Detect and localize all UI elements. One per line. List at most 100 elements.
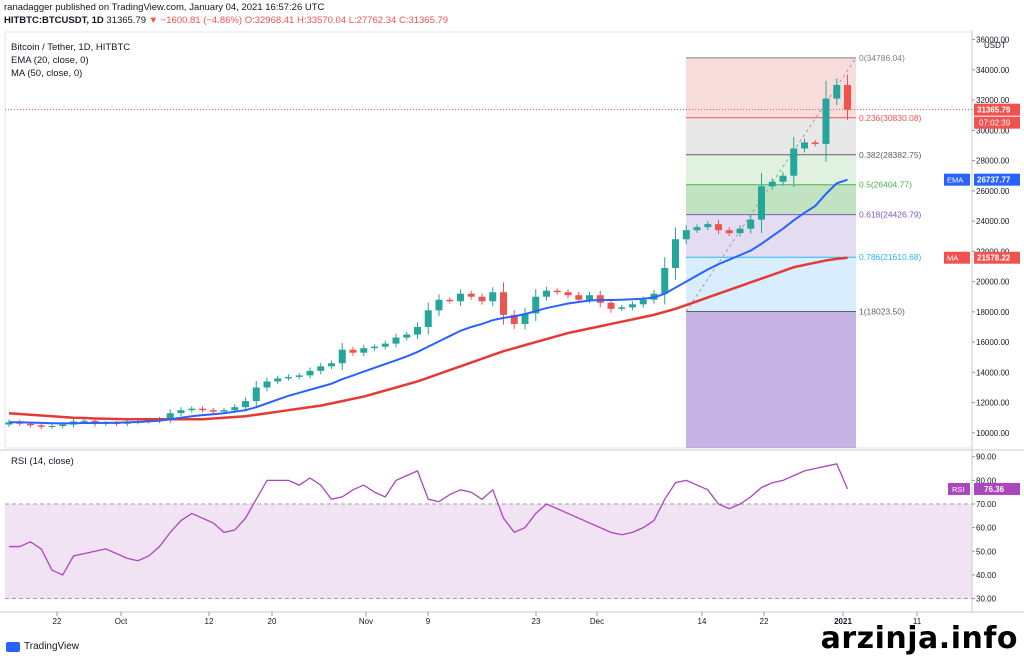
candle-body: [822, 98, 830, 144]
price-tick-label: 16000.00: [976, 338, 1010, 347]
candle-body: [736, 228, 744, 234]
candle-body: [747, 219, 755, 229]
close-value: C:31365.79: [398, 15, 449, 26]
candle-body: [231, 407, 239, 411]
symbol: HITBTC:BTCUSDT, 1D: [4, 15, 104, 26]
candle-body: [435, 299, 443, 311]
countdown-label: [974, 116, 1020, 129]
candle-body: [220, 410, 228, 412]
candle-body: [102, 423, 110, 425]
ma-price-label-text: 21578.22: [977, 254, 1011, 263]
price-pane: [4, 31, 973, 449]
rsi-tick-label: 90.00: [976, 453, 997, 462]
fib-label: 0.382(28382.75): [859, 150, 922, 160]
fib-zone: [686, 214, 856, 258]
price-tick-label: 22000.00: [976, 247, 1010, 256]
candle-body: [403, 334, 411, 338]
fib-zone: [686, 311, 856, 448]
candle-body: [177, 410, 185, 414]
candle-body: [134, 421, 142, 423]
ma-price-label-tag-text: MA: [947, 254, 958, 263]
price-tick-label: 26000.00: [976, 187, 1010, 196]
ema-legend[interactable]: EMA (20, close, 0): [11, 55, 89, 66]
candle-body: [553, 290, 561, 293]
fib-label: 0(34786.04): [859, 53, 905, 63]
chart-title: Bitcoin / Tether, 1D, HITBTC: [11, 42, 131, 53]
candle-body: [543, 290, 550, 297]
candle-body: [801, 142, 808, 149]
rsi-value-label: [974, 482, 1020, 495]
price-tick-label: 30000.00: [976, 126, 1010, 135]
ema-price-label: [974, 173, 1020, 186]
low-value: L:27762.34: [348, 15, 397, 26]
candle-body: [156, 419, 163, 421]
time-tick-label: 23: [532, 617, 541, 626]
candle-body: [446, 299, 454, 302]
candle-body: [27, 423, 34, 426]
candle-body: [521, 313, 529, 324]
rsi-legend[interactable]: RSI (14, close): [11, 456, 74, 467]
price-tick-label: 14000.00: [976, 368, 1010, 377]
candle-body: [467, 293, 475, 297]
fib-zone: [686, 154, 856, 185]
fib-label: 0.618(24426.79): [859, 210, 922, 220]
candle-body: [199, 408, 206, 411]
candle-body: [844, 84, 851, 110]
candle-body: [607, 302, 615, 309]
candle-body: [338, 349, 346, 364]
candle-body: [317, 366, 325, 371]
fib-label: 0.5(26404.77): [859, 180, 912, 190]
ema-line: [9, 178, 848, 425]
candle-body: [661, 267, 669, 294]
candle-body: [252, 387, 260, 402]
candle-body: [478, 296, 486, 302]
candle-body: [779, 175, 787, 182]
candle-body: [306, 370, 314, 376]
price-tick-label: 20000.00: [976, 278, 1010, 287]
candle-body: [113, 423, 120, 425]
rsi-tag: [948, 482, 970, 495]
rsi-tick-label: 40.00: [976, 571, 997, 580]
price-tick-label: 10000.00: [976, 429, 1010, 438]
rsi-tick-label: 60.00: [976, 524, 997, 533]
ma-legend[interactable]: MA (50, close, 0): [11, 68, 83, 79]
ma-price-label-tag: [944, 251, 970, 264]
price-tick-label: 24000.00: [976, 217, 1010, 226]
open-value: O:32968.41: [244, 15, 295, 26]
candle-body: [371, 346, 378, 349]
rsi-value-text: 76.36: [984, 485, 1005, 494]
last-price-label: [974, 103, 1020, 116]
fib-label: 1(18023.50): [859, 306, 905, 316]
candle-body: [16, 422, 24, 424]
high-value: H:33570.04: [296, 15, 347, 26]
rsi-band: [5, 504, 972, 599]
ma-line: [8, 256, 848, 421]
ema-price-label-tag-text: EMA: [947, 176, 963, 185]
last-price-label-text: 31365.79: [977, 106, 1011, 115]
publish-info: ranadagger published on TradingView.com,…: [4, 2, 325, 13]
candle-body: [489, 292, 497, 302]
fib-label: 0.236(30830.08): [859, 113, 922, 123]
price-tick-label: 28000.00: [976, 157, 1010, 166]
candle-body: [532, 296, 540, 314]
candle-body: [596, 295, 604, 303]
rsi-tick-label: 70.00: [976, 500, 997, 509]
unit-label: USDT: [984, 41, 1006, 50]
time-tick-label: Oct: [115, 617, 128, 626]
time-tick-label: Dec: [590, 617, 604, 626]
candle-body: [188, 408, 196, 411]
candle-body: [790, 148, 798, 176]
candle-body: [424, 310, 432, 327]
ema-price-label-text: 26737.77: [977, 176, 1011, 185]
candle-body: [59, 424, 67, 427]
fib-label: 0.786(21610.68): [859, 252, 922, 262]
rsi-tick-label: 30.00: [976, 595, 997, 604]
candle-body: [37, 425, 45, 427]
candle-body: [48, 426, 56, 428]
candle-body: [629, 304, 636, 308]
time-tick-label: 14: [698, 617, 707, 626]
countdown-text: 07:02:39: [979, 119, 1011, 128]
candle-body: [360, 348, 368, 353]
fib-zone: [686, 257, 856, 312]
